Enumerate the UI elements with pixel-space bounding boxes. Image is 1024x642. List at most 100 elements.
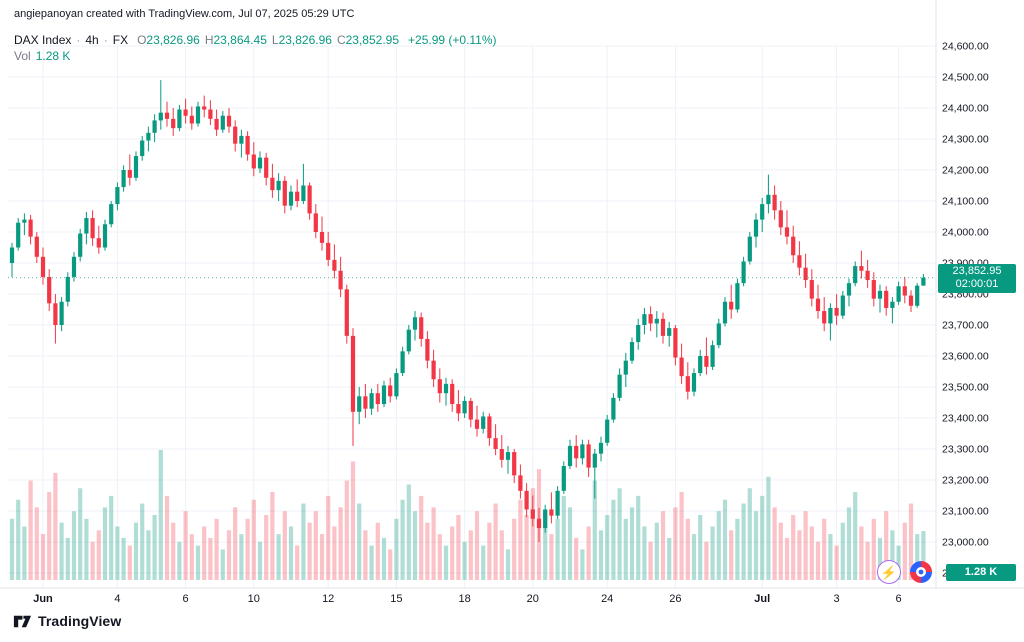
time-axis-label: 10 [248, 593, 260, 605]
candle-body [611, 397, 616, 420]
volume-bar [158, 450, 163, 580]
volume-bar [908, 503, 914, 580]
volume-bar [462, 541, 467, 580]
volume-bar [859, 526, 864, 580]
volume-bar [605, 515, 610, 580]
candle-body [536, 518, 542, 529]
volume-bar [34, 507, 39, 580]
volume-bar [691, 534, 697, 580]
candle-body [90, 218, 95, 239]
interval-label[interactable]: 4h [85, 33, 99, 47]
candle-body [896, 286, 901, 302]
volume-bar [388, 549, 393, 580]
volume-bar [71, 511, 77, 580]
candle-body [208, 109, 213, 119]
volume-bar [772, 507, 777, 580]
volume-bar [115, 526, 120, 580]
candle-body [288, 191, 294, 206]
price-axis-label: 23,200.00 [942, 475, 989, 487]
volume-bar [220, 549, 225, 580]
candle-body [574, 445, 579, 459]
price-axis-label: 24,300.00 [942, 134, 989, 146]
candle-body [183, 109, 188, 116]
volume-bar [40, 534, 46, 580]
tradingview-attribution-link[interactable]: TradingView [12, 611, 121, 631]
candle-body [512, 452, 517, 476]
price-axis-label: 24,000.00 [942, 227, 989, 239]
volume-bar [648, 541, 653, 580]
candle-body [115, 187, 120, 205]
candle-body [127, 170, 132, 178]
volume-bar [871, 518, 876, 580]
candle-body [363, 396, 368, 409]
volume-bar [189, 534, 194, 580]
symbol-name[interactable]: DAX Index [14, 33, 72, 47]
volume-bar [431, 507, 436, 580]
volume-bar [722, 499, 728, 580]
volume-bar [753, 511, 759, 580]
candle-body [902, 286, 907, 296]
volume-bar [282, 511, 287, 580]
candle-body [598, 442, 604, 454]
volume-bar [394, 518, 399, 580]
volume-bar [437, 534, 442, 580]
candle-body [412, 317, 418, 330]
volume-bar [9, 518, 15, 580]
volume-bar [561, 495, 566, 580]
candle-body [158, 112, 163, 121]
candle-body [400, 351, 405, 374]
ideas-button[interactable] [909, 560, 933, 584]
volume-bar [915, 534, 920, 580]
volume-bar [78, 488, 83, 580]
candle-body [381, 385, 387, 405]
tradingview-logo-text: TradingView [38, 613, 122, 629]
candle-body [344, 289, 349, 336]
volume-bar [499, 530, 504, 580]
volume-bar [704, 541, 709, 580]
price-badge[interactable]: 23,852.95 02:00:01 [938, 263, 1016, 293]
candle-body [809, 280, 814, 299]
tradingview-logo-icon [13, 615, 32, 628]
candle-body [716, 323, 721, 346]
bar-countdown: 02:00:01 [955, 277, 999, 290]
volume-bar [195, 545, 201, 580]
volume-bar [667, 537, 672, 580]
volume-bar [797, 530, 802, 580]
candle-body [388, 385, 393, 397]
volume-bar [307, 522, 312, 580]
boost-button[interactable]: ⚡ [877, 560, 901, 584]
candle-body [102, 224, 108, 248]
volume-layer [9, 450, 926, 580]
candle-body [456, 404, 461, 414]
volume-bar [239, 534, 244, 580]
candle-body [834, 307, 839, 316]
volume-bar [350, 461, 356, 580]
candle-body [667, 328, 672, 336]
target-ideas-icon [910, 561, 932, 583]
volume-bar [102, 507, 108, 580]
candle-body [22, 219, 27, 223]
candle-body [350, 335, 356, 412]
candle-body [357, 396, 362, 412]
time-axis-label: 15 [390, 593, 402, 605]
candle-body [47, 276, 52, 304]
price-axis-label: 23,700.00 [942, 320, 989, 332]
volume-bar [233, 507, 238, 580]
candle-body [673, 328, 678, 358]
volume-bar [264, 515, 269, 580]
time-axis-label: 4 [114, 593, 120, 605]
volume-bar [357, 503, 362, 580]
candle-body [375, 393, 380, 405]
volume-bar [840, 522, 845, 580]
volume-value: 1.28 K [35, 49, 71, 63]
volume-bar [295, 545, 300, 580]
volume-bar [313, 511, 318, 580]
volume-bar [164, 495, 170, 580]
candle-body [28, 219, 33, 237]
volume-bar [133, 522, 139, 580]
candle-body [648, 314, 653, 324]
volume-bar [344, 480, 349, 580]
candle-body [226, 115, 232, 127]
candle-body [84, 218, 89, 234]
